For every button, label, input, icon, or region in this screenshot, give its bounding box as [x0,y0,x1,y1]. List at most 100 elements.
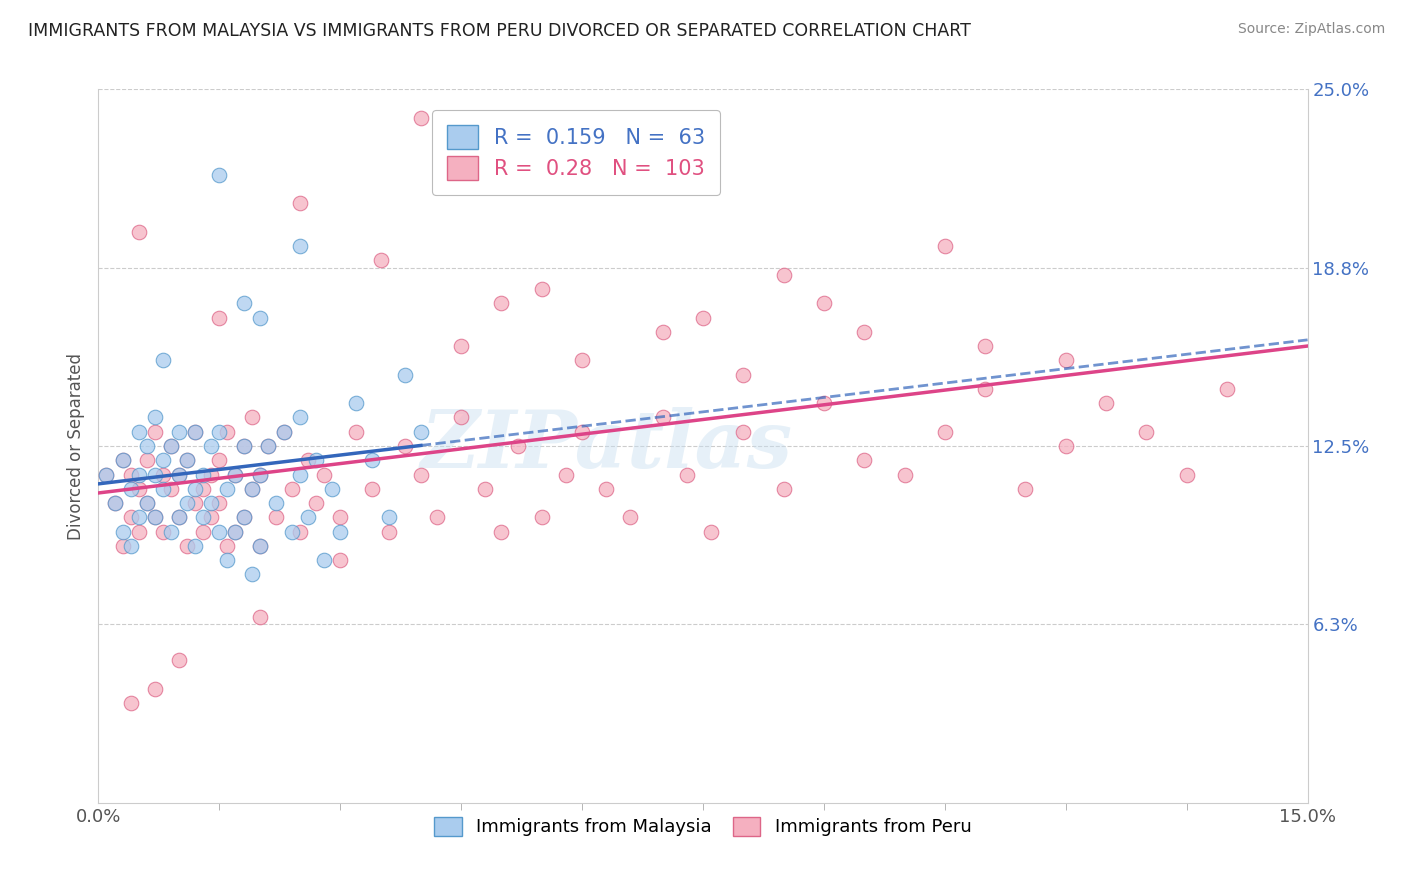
Text: ZIPatlas: ZIPatlas [420,408,793,484]
Point [217,539,239,553]
Point [249,610,271,624]
Point [321,482,343,496]
Point [152,353,174,368]
Point [249,539,271,553]
Point [160,524,183,539]
Point [200,496,222,510]
Point [135,439,157,453]
Legend: Immigrants from Malaysia, Immigrants from Peru: Immigrants from Malaysia, Immigrants fro… [423,806,983,847]
Point [281,524,304,539]
Point [256,439,278,453]
Point [249,310,271,325]
Point [1135,425,1157,439]
Point [772,268,794,282]
Point [288,196,311,211]
Point [184,496,207,510]
Point [1054,439,1077,453]
Point [217,425,239,439]
Point [361,482,384,496]
Point [264,510,287,524]
Point [111,524,134,539]
Point [240,482,263,496]
Point [208,168,231,182]
Point [1054,353,1077,368]
Point [217,482,239,496]
Point [143,425,166,439]
Point [288,410,311,425]
Point [700,524,723,539]
Point [135,453,157,467]
Point [344,396,367,410]
Point [571,353,593,368]
Point [103,496,125,510]
Point [394,439,416,453]
Point [167,467,190,482]
Point [152,482,174,496]
Point [160,439,183,453]
Point [143,467,166,482]
Point [184,539,207,553]
Point [176,453,198,467]
Point [224,524,246,539]
Point [377,524,399,539]
Y-axis label: Divorced or Separated: Divorced or Separated [66,352,84,540]
Point [733,368,755,382]
Point [167,653,190,667]
Point [409,467,432,482]
Point [934,425,956,439]
Point [377,510,399,524]
Point [1216,382,1239,396]
Point [530,282,553,296]
Point [152,467,174,482]
Point [232,439,254,453]
Point [409,425,432,439]
Point [208,453,231,467]
Point [329,510,352,524]
Point [273,425,295,439]
Point [120,696,142,710]
Point [167,510,190,524]
Point [208,310,231,325]
Point [128,467,150,482]
Point [692,310,714,325]
Point [530,510,553,524]
Point [853,453,876,467]
Point [96,467,118,482]
Point [409,111,432,125]
Point [193,524,215,539]
Point [128,524,150,539]
Point [288,467,311,482]
Point [208,425,231,439]
Point [176,496,198,510]
Point [232,439,254,453]
Point [506,439,529,453]
Point [143,510,166,524]
Text: IMMIGRANTS FROM MALAYSIA VS IMMIGRANTS FROM PERU DIVORCED OR SEPARATED CORRELATI: IMMIGRANTS FROM MALAYSIA VS IMMIGRANTS F… [28,22,972,40]
Point [176,453,198,467]
Point [128,510,150,524]
Point [256,439,278,453]
Point [96,467,118,482]
Point [491,524,513,539]
Point [974,339,997,353]
Point [120,482,142,496]
Point [184,425,207,439]
Point [184,482,207,496]
Point [128,482,150,496]
Point [974,382,997,396]
Point [394,368,416,382]
Point [314,553,336,567]
Point [344,425,367,439]
Point [176,539,198,553]
Point [595,482,617,496]
Point [450,339,472,353]
Point [208,496,231,510]
Point [160,482,183,496]
Point [135,496,157,510]
Point [813,396,835,410]
Point [200,439,222,453]
Point [232,510,254,524]
Point [224,524,246,539]
Point [217,553,239,567]
Point [571,425,593,439]
